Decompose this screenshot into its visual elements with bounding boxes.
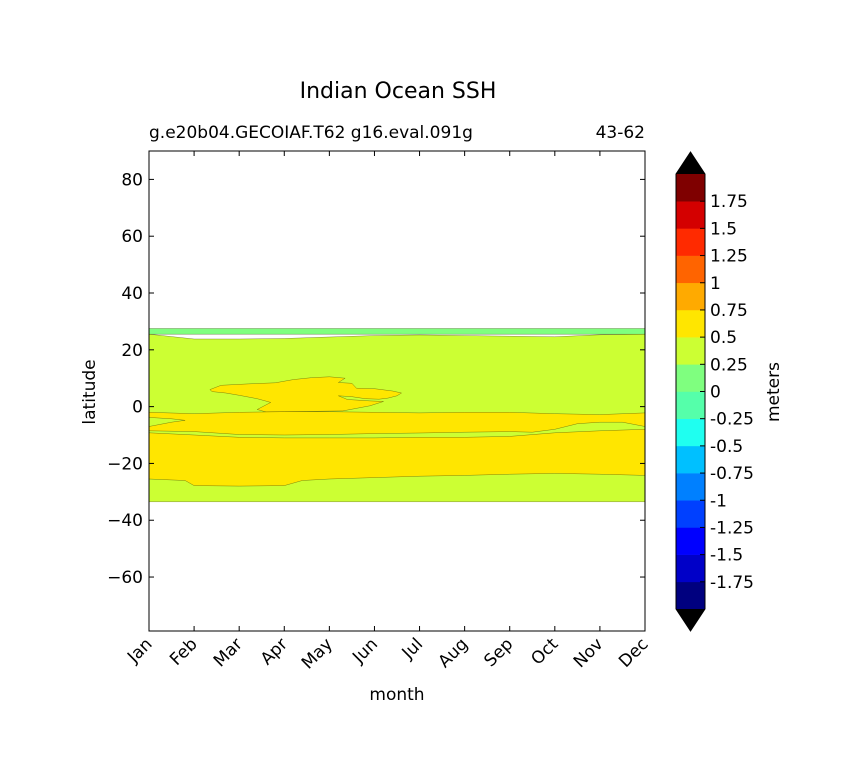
x-tick-label: Mar: [210, 634, 247, 671]
colorbar-swatch: [676, 418, 705, 447]
y-axis-label: latitude: [80, 359, 100, 424]
colorbar-swatch: [676, 282, 705, 311]
y-tick-label: −40: [107, 511, 143, 531]
colorbar-extend-max: [676, 152, 705, 174]
y-tick-label: 80: [121, 170, 143, 190]
x-tick-label: Feb: [166, 634, 201, 669]
x-tick-label: Jan: [123, 634, 156, 667]
plot-area: Jan Feb Mar Apr May Jun Jul Aug Sep Oct Nov Dec 80 6…: [107, 150, 653, 673]
x-tick-label: Oct: [527, 634, 562, 669]
colorbar-tick-label: -1.25: [710, 518, 754, 538]
y-tick-label: 20: [121, 341, 143, 361]
colorbar-swatch: [676, 337, 705, 365]
colorbar: 1.75 1.5 1.25 1 0.75 0.5 0.25 0 -0.25 -0.5 -0.75 -1…: [675, 151, 754, 632]
colorbar-tick-label: -1: [710, 491, 727, 511]
colorbar-tick-label: -1.5: [710, 546, 743, 566]
y-tick-label: 60: [121, 227, 143, 247]
contour-region-band-0-to-0.25: [148, 328, 646, 335]
colorbar-swatch: [676, 309, 705, 338]
colorbar-swatch: [676, 228, 705, 256]
colorbar-swatch: [676, 554, 705, 583]
colorbar-swatch: [676, 364, 705, 392]
y-tick-label: 0: [132, 398, 143, 418]
x-tick-label: Jul: [398, 634, 427, 663]
colorbar-tick-label: -0.75: [710, 464, 754, 484]
colorbar-swatch: [676, 445, 705, 474]
x-tick-label: Aug: [435, 634, 473, 672]
contour-region-band-0.5-to-0.75-north: [209, 376, 403, 413]
colorbar-extend-min: [676, 609, 705, 631]
chart-subtitle-years: 43-62: [596, 123, 645, 143]
x-axis-label: month: [369, 685, 424, 705]
colorbar-outline: [675, 151, 706, 632]
colorbar-tick-label: 1: [710, 274, 721, 294]
colorbar-tick-label: -0.5: [710, 437, 743, 457]
y-tick-label: −60: [107, 568, 143, 588]
colorbar-swatch: [676, 581, 705, 610]
x-tick-label: May: [298, 634, 337, 673]
contour-region-band-0.5-to-0.75-south: [148, 429, 646, 487]
colorbar-swatch: [676, 473, 705, 501]
colorbar-swatch: [676, 201, 705, 229]
colorbar-label: meters: [764, 362, 784, 422]
x-tick-label: Sep: [480, 634, 517, 671]
colorbar-tick-label: 0: [710, 383, 721, 403]
colorbar-swatch: [676, 527, 705, 555]
x-tick-label: Dec: [615, 634, 652, 671]
colorbar-tick-label: 0.25: [710, 355, 748, 375]
colorbar-swatch: [676, 391, 705, 419]
colorbar-swatch: [676, 174, 705, 202]
chart-subtitle-case: g.e20b04.GECOIAF.T62 g16.eval.091g: [149, 123, 473, 143]
x-tick-label: Jun: [348, 634, 382, 668]
plot-frame: [148, 150, 646, 632]
y-tick-label: −20: [107, 454, 143, 474]
x-tick-label: Nov: [570, 634, 608, 672]
y-axis: 80 60 40 20 0 −20 −40 −60: [107, 170, 645, 588]
colorbar-tick-label: 1.25: [710, 247, 748, 267]
colorbar-tick-label: 1.75: [710, 192, 748, 212]
contour-regions: [148, 328, 646, 503]
colorbar-tick-label: 1.5: [710, 219, 737, 239]
x-tick-label: Apr: [257, 634, 292, 669]
colorbar-swatch: [676, 500, 705, 528]
y-tick-label: 40: [121, 284, 143, 304]
colorbar-tick-label: -1.75: [710, 573, 754, 593]
colorbar-tick-label: 0.5: [710, 328, 737, 348]
chart-title: Indian Ocean SSH: [300, 79, 497, 104]
colorbar-swatch: [676, 255, 705, 284]
colorbar-tick-label: 0.75: [710, 301, 748, 321]
colorbar-tick-label: -0.25: [710, 410, 754, 430]
